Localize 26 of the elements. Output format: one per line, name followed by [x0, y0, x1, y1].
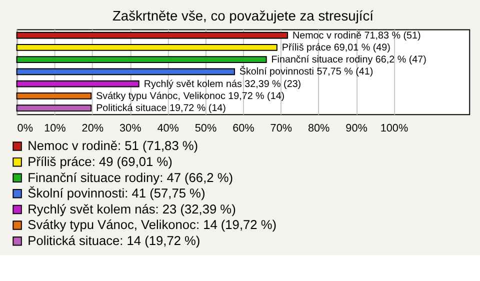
x-tick-label: 70% — [270, 122, 292, 134]
x-tick-label: 40% — [157, 122, 180, 134]
legend-label: Finanční situace rodiny: 47 (66,2 %) — [28, 170, 234, 185]
data-label: Politická situace 19,72 % (14) — [96, 103, 226, 114]
x-tick-label: 80% — [308, 122, 330, 134]
data-label: Svátky typu Vánoc, Velikonoc 19,72 % (14) — [96, 90, 285, 102]
x-tick-label: 60% — [232, 122, 255, 134]
data-label: Nemoc v rodině 71,83 % (51) — [292, 30, 421, 42]
x-tick-label: 10% — [44, 122, 66, 134]
data-label: Školní povinnosti 57,75 % (41) — [239, 66, 374, 78]
x-tick-label: 50% — [194, 122, 217, 134]
legend-label: Nemoc v rodině: 51 (71,83 %) — [28, 138, 198, 154]
x-tick-label: 100% — [380, 122, 408, 134]
data-label: Příliš práce 69,01 % (49) — [282, 42, 390, 54]
legend-label: Příliš práce: 49 (69,01 %) — [28, 154, 172, 170]
x-tick-label: 20% — [82, 122, 104, 134]
chart-title: Zaškrtněte vše, co považujete za stresující — [112, 7, 374, 24]
x-tick-label: 30% — [119, 122, 142, 134]
x-tick-label: 90% — [346, 122, 368, 134]
legend-label: Školní povinnosti: 41 (57,75 %) — [28, 186, 206, 201]
legend-label: Svátky typu Vánoc, Velikonoc: 14 (19,72 %) — [28, 217, 277, 232]
legend-label: Rychlý svět kolem nás: 23 (32,39 %) — [28, 201, 236, 216]
legend-label: Politická situace: 14 (19,72 %) — [28, 233, 200, 248]
data-label: Finanční situace rodiny 66,2 % (47) — [271, 54, 426, 66]
x-tick-label: 0% — [17, 122, 34, 134]
data-label: Rychlý svět kolem nás 32,39 % (23) — [144, 78, 302, 90]
